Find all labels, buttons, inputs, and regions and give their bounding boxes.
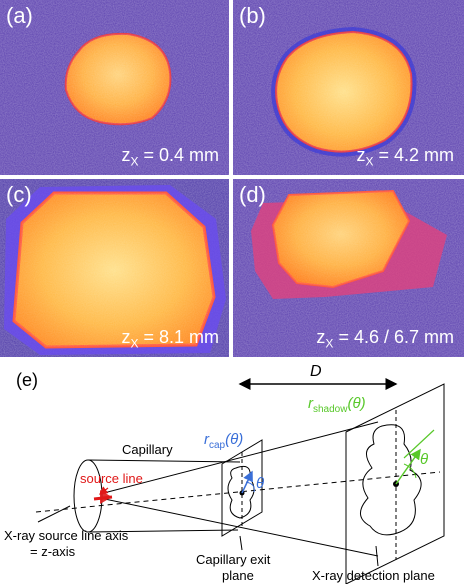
panel-a-label: (a) [6,3,33,28]
r-shadow-label: rshadow(θ) [308,395,366,415]
capillary-label: Capillary [122,442,173,457]
panel-b-image: (b) zX = 4.2 mm [233,0,464,175]
panel-a-z-label: zX = 0.4 mm [121,145,219,169]
panel-d-image: (d) zX = 4.6 / 6.7 mm [233,179,464,357]
axis-label-line2: = z-axis [30,544,76,559]
shadow-shape [360,424,422,536]
panel-d-label: (d) [239,182,266,207]
panel-c-z-label: zX = 8.1 mm [121,327,219,351]
r-cap-label: rcap(θ) [204,431,243,451]
panel-c-image: (c) zX = 8.1 mm [0,179,229,357]
source-line-label: source line [80,471,143,486]
exit-plane-label-line1: Capillary exit [196,552,271,567]
panel-b-z-label: zX = 4.2 mm [356,145,454,169]
panel-d-z-label: zX = 4.6 / 6.7 mm [316,327,454,351]
theta-shadow-label: θ [420,451,428,468]
panel-c-label: (c) [6,182,32,207]
panel-b-label: (b) [239,3,266,28]
geometry-diagram: (e) D source line Capillary rcap(θ) θ rs… [4,363,445,584]
panel-e-label: (e) [16,370,38,390]
axis-label-line1: X-ray source line axis [4,528,129,543]
exit-plane-label-line2: plane [222,568,254,583]
panel-a-image: (a) zX = 0.4 mm [0,0,229,175]
theta-cap-label: θ [256,475,264,492]
detection-plane-label: X-ray detection plane [312,568,435,583]
distance-label: D [310,363,322,380]
z-axis [35,471,441,513]
